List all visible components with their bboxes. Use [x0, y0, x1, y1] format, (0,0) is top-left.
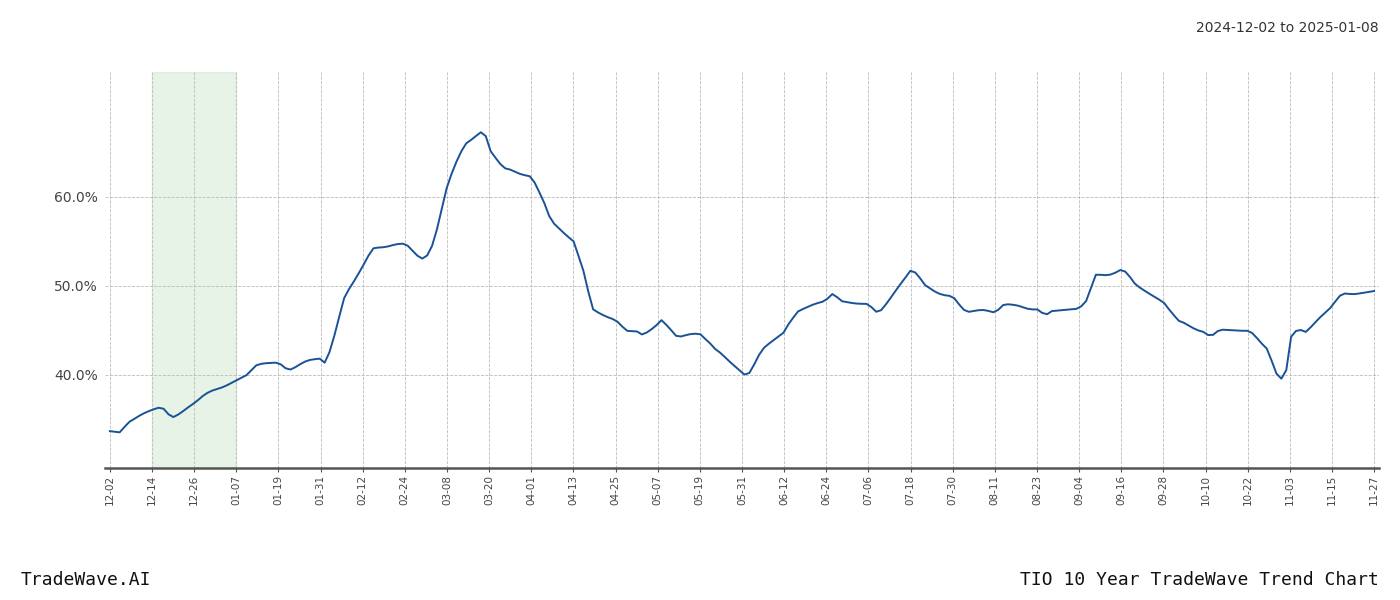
Text: TradeWave.AI: TradeWave.AI	[21, 571, 151, 589]
Text: TIO 10 Year TradeWave Trend Chart: TIO 10 Year TradeWave Trend Chart	[1021, 571, 1379, 589]
Bar	[153, 72, 237, 468]
Text: 2024-12-02 to 2025-01-08: 2024-12-02 to 2025-01-08	[1197, 21, 1379, 35]
